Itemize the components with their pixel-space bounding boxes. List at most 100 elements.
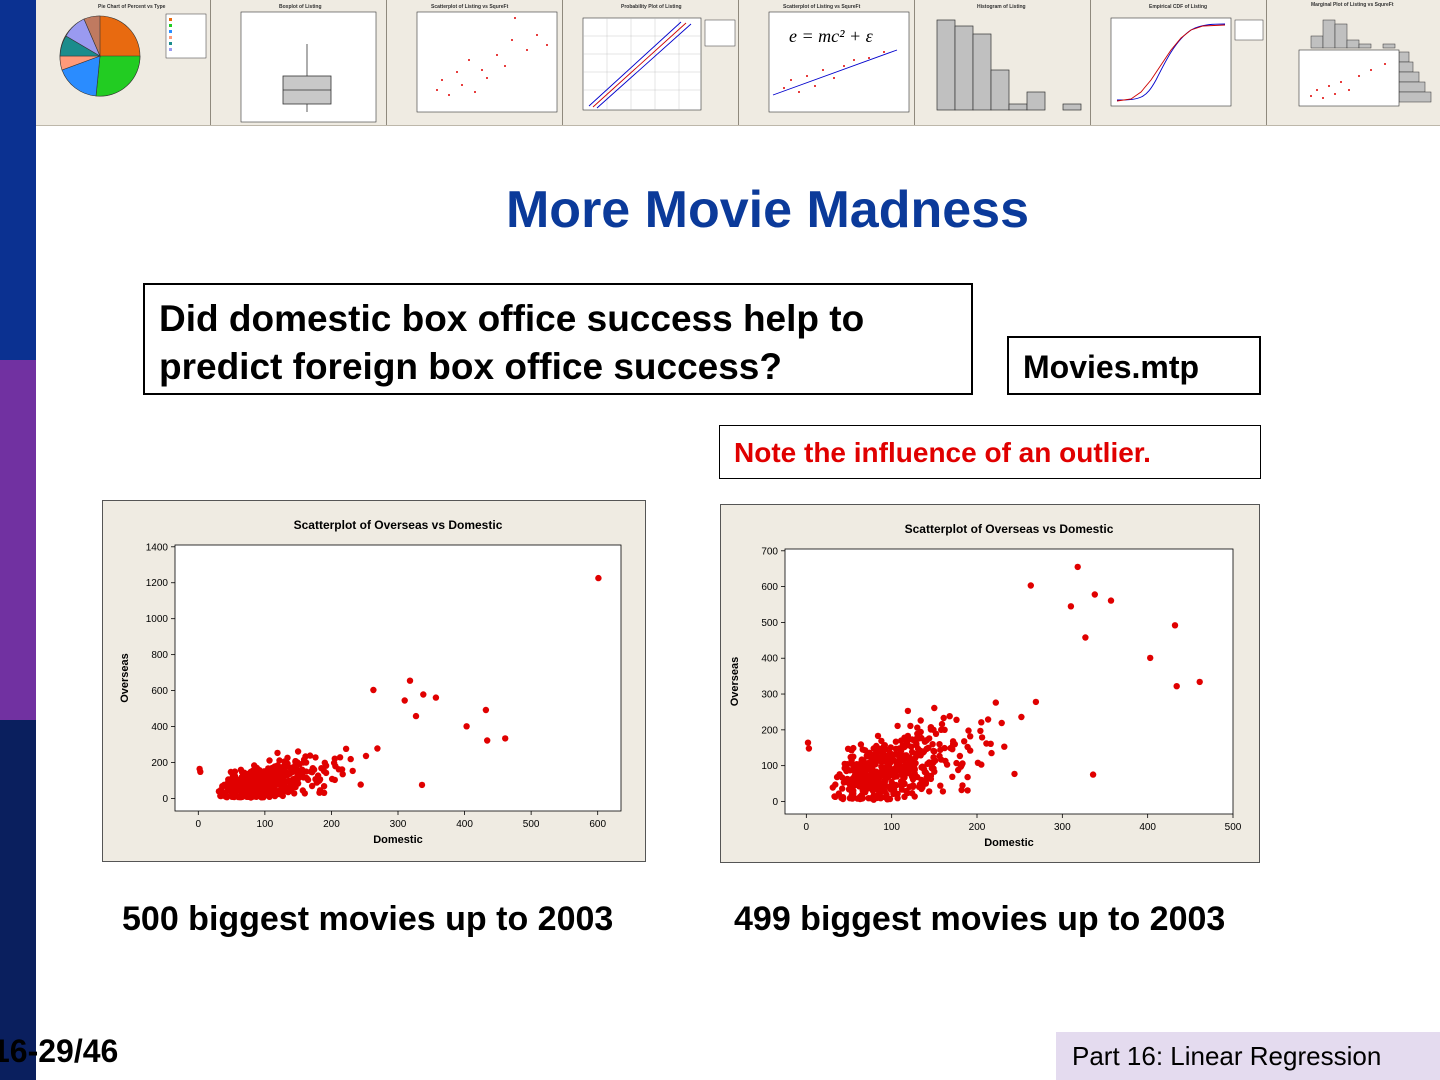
data-point	[878, 737, 885, 745]
data-point	[921, 738, 929, 745]
data-point	[856, 763, 863, 771]
data-point	[247, 781, 254, 788]
thumb-probability-plot: Probability Plot of Listing	[563, 0, 739, 125]
data-point	[937, 782, 944, 789]
data-point	[898, 786, 906, 793]
data-point	[260, 794, 267, 801]
data-point	[946, 713, 953, 720]
data-point	[927, 775, 935, 783]
thumb-ecdf: Empirical CDF of Listing	[1091, 0, 1267, 125]
data-point	[286, 770, 293, 777]
data-point	[1082, 634, 1089, 641]
data-point	[901, 774, 908, 781]
data-points	[804, 563, 1203, 803]
y-tick-label: 1400	[146, 542, 169, 553]
data-point	[879, 783, 887, 791]
data-point	[894, 795, 901, 802]
data-point	[929, 741, 936, 748]
chart-title: Scatterplot of Overseas vs Domestic	[294, 518, 503, 532]
chart-panel-500: Scatterplot of Overseas vs Domestic 0 100 2…	[102, 500, 646, 862]
data-point	[312, 754, 319, 761]
data-point	[878, 758, 885, 765]
data-point	[978, 719, 985, 726]
data-point	[898, 767, 906, 775]
question-box: Did domestic box office success help to …	[143, 283, 973, 395]
caption-499-movies: 499 biggest movies up to 2003	[734, 900, 1226, 938]
data-point	[336, 754, 344, 761]
data-point	[259, 787, 267, 795]
data-point	[873, 785, 880, 792]
scatterplot-500-movies: Scatterplot of Overseas vs Domestic 0 100 2…	[119, 518, 622, 846]
data-point	[832, 793, 839, 800]
x-tick-label: 200	[969, 822, 986, 833]
data-point	[370, 686, 377, 694]
plot-area	[174, 544, 622, 812]
data-point	[339, 771, 346, 778]
data-point	[861, 786, 868, 793]
data-point	[261, 768, 268, 775]
data-point	[852, 768, 859, 775]
data-point	[226, 778, 233, 785]
data-point	[959, 760, 966, 767]
chart-title: Scatterplot of Overseas vs Domestic	[905, 522, 1114, 536]
data-point	[274, 749, 281, 757]
data-point	[253, 764, 261, 772]
data-point	[941, 726, 948, 733]
x-tick-label: 0	[804, 822, 810, 833]
outlier-note: Note the influence of an outlier.	[719, 425, 1261, 479]
data-point	[869, 771, 877, 778]
data-point	[977, 727, 984, 735]
data-point	[332, 763, 339, 770]
data-point	[874, 732, 882, 740]
formula-text: e = mc² + ε	[789, 26, 874, 46]
data-point	[885, 770, 892, 777]
data-point	[907, 722, 914, 730]
data-point	[890, 771, 897, 778]
data-point	[998, 719, 1005, 727]
data-point	[844, 745, 852, 752]
data-point	[983, 740, 990, 747]
y-tick-label: 0	[772, 797, 778, 808]
data-point	[951, 741, 958, 748]
data-point	[913, 740, 920, 747]
data-point	[197, 768, 204, 775]
data-point	[239, 769, 246, 776]
data-point	[940, 714, 947, 722]
data-point	[269, 789, 277, 796]
data-point	[302, 759, 310, 766]
data-point	[964, 787, 971, 794]
data-point	[1089, 771, 1097, 778]
data-point	[1173, 683, 1180, 690]
data-point	[294, 748, 302, 755]
y-axis-label: Overseas	[729, 657, 741, 707]
data-point	[484, 737, 491, 744]
data-point	[884, 759, 891, 767]
data-point	[278, 787, 285, 795]
data-point	[949, 773, 956, 780]
data-point	[903, 752, 910, 759]
data-point	[873, 793, 880, 800]
y-tick-label: 600	[761, 582, 778, 593]
y-tick-label: 200	[761, 725, 778, 736]
data-point	[1032, 698, 1040, 706]
data-point	[904, 789, 912, 797]
data-point	[273, 772, 280, 779]
data-point	[804, 739, 812, 746]
data-point	[955, 766, 962, 774]
data-point	[1067, 603, 1075, 610]
data-point	[1011, 770, 1018, 778]
page-number: 16-29/46	[0, 1033, 119, 1069]
data-point	[258, 776, 265, 783]
data-point	[273, 765, 280, 772]
data-point	[862, 766, 869, 773]
thumbnail-banner: Pie Chart of Percent vs Type Boxplot of …	[36, 0, 1440, 126]
data-point	[301, 790, 308, 797]
y-tick-label: 800	[151, 650, 168, 661]
thumb-title: Marginal Plot of Listing vs SqureFt	[1311, 2, 1394, 8]
y-tick-label: 400	[151, 722, 168, 733]
thumb-title: Empirical CDF of Listing	[1149, 4, 1207, 10]
thumb-pie-chart: Pie Chart of Percent vs Type	[36, 0, 211, 125]
data-point	[911, 765, 918, 773]
data-point	[322, 769, 330, 777]
data-point	[432, 694, 440, 701]
